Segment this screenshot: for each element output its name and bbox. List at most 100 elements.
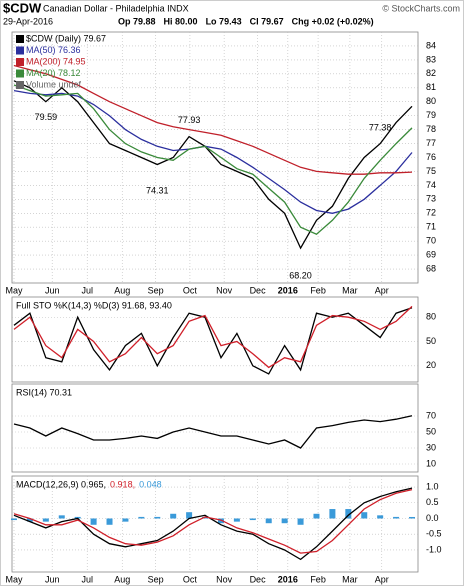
y-tick-label: 69 — [426, 249, 436, 259]
x-tick-label: Feb — [310, 285, 326, 295]
histogram-bar — [409, 516, 415, 519]
legend-entry: MA(200) 74.95 — [26, 56, 86, 66]
x-tick-label: Jun — [45, 285, 60, 295]
date: 29-Apr-2016 — [3, 16, 53, 26]
y-tick-label: 75 — [426, 166, 436, 176]
y-tick-label: 20 — [426, 360, 436, 370]
x-tick-label: Dec — [250, 285, 267, 295]
series-line — [13, 80, 413, 250]
credit: © StockCharts.com — [382, 3, 460, 13]
x-tick-label: Apr — [375, 285, 389, 295]
y-tick-label: 80 — [426, 96, 436, 106]
y-tick-label: 79 — [426, 110, 436, 120]
y-tick-label: 82 — [426, 68, 436, 78]
histogram-bar — [377, 515, 384, 519]
y-tick-label: 77 — [426, 138, 436, 148]
y-tick-label: 0.5 — [426, 497, 439, 507]
y-tick-label: 71 — [426, 222, 436, 232]
x-tick-label: Feb — [310, 574, 326, 584]
panel-frame — [11, 475, 419, 573]
x-tick-label: Aug — [114, 574, 130, 584]
x-tick-label: Apr — [375, 574, 389, 584]
y-tick-label: 50 — [426, 426, 436, 436]
y-tick-label: 68 — [426, 263, 436, 273]
annotation: 77.93 — [178, 115, 201, 125]
legend-entry: MACD(12,26,9) 0.965, — [16, 479, 106, 489]
x-tick-label: Sep — [148, 574, 164, 584]
y-tick-label: 70 — [426, 236, 436, 246]
histogram-bar — [281, 518, 288, 524]
histogram-bar — [297, 518, 304, 525]
series-line — [13, 305, 413, 369]
legend-swatch — [16, 69, 24, 78]
legend-entry: Full STO %K(14,3) %D(3) 91.68, 93.40 — [16, 300, 172, 310]
legend-entry: MA(50) 76.36 — [26, 45, 81, 55]
histogram-bar — [217, 518, 224, 524]
x-tick-label: Dec — [250, 574, 267, 584]
legend-swatch — [16, 58, 24, 66]
annotation: 79.59 — [35, 112, 58, 122]
quote-field: Cl 79.67 — [250, 16, 284, 26]
y-tick-label: 1.0 — [426, 481, 439, 491]
panel-frame — [11, 296, 419, 383]
legend-entry: $CDW (Daily) 79.67 — [26, 33, 106, 43]
annotation: 74.31 — [146, 185, 169, 195]
y-tick-label: 76 — [426, 152, 436, 162]
annotation: 68.20 — [289, 271, 312, 281]
y-tick-label: 84 — [426, 40, 436, 50]
y-tick-label: 72 — [426, 208, 436, 218]
histogram-bar — [186, 512, 193, 519]
x-tick-label: Nov — [216, 574, 233, 584]
x-tick-label: Sep — [148, 285, 164, 295]
y-tick-label: 83 — [426, 54, 436, 64]
y-tick-label: 80 — [426, 312, 436, 322]
legend-entry: MA(20) 78.12 — [26, 68, 81, 78]
quote-field: Hi 80.00 — [164, 16, 198, 26]
x-tick-label: Aug — [114, 285, 130, 295]
histogram-bar — [361, 512, 368, 519]
y-tick-label: -0.5 — [426, 529, 442, 539]
y-tick-label: 81 — [426, 82, 436, 92]
x-tick-label: May — [5, 574, 23, 584]
legend-swatch — [16, 46, 24, 55]
series-line — [13, 89, 413, 214]
histogram-bar — [42, 518, 49, 522]
histogram-bar — [90, 518, 97, 525]
y-tick-label: -1.0 — [426, 544, 442, 554]
y-tick-label: 78 — [426, 124, 436, 134]
histogram-bar — [170, 513, 177, 519]
histogram-bar — [329, 509, 336, 519]
histogram-bar — [393, 516, 400, 519]
symbol: $CDW — [3, 0, 42, 15]
series-line — [13, 488, 413, 554]
quote-field: Chg +0.02 (+0.02%) — [292, 16, 374, 26]
x-tick-label: Jul — [81, 574, 93, 584]
histogram-bar — [26, 518, 33, 522]
quote-field: Lo 79.43 — [206, 16, 242, 26]
histogram-bar — [138, 516, 145, 519]
x-tick-label: Mar — [342, 574, 358, 584]
histogram-bar — [58, 515, 65, 519]
x-tick-label: Jul — [81, 285, 93, 295]
histogram-bar — [265, 518, 272, 524]
histogram-bar — [249, 518, 256, 521]
y-tick-label: 0.0 — [426, 513, 439, 523]
histogram-bar — [345, 509, 352, 519]
x-tick-label: Nov — [216, 285, 233, 295]
legend-entry: RSI(14) 70.31 — [16, 387, 72, 397]
y-tick-label: 73 — [426, 194, 436, 204]
histogram-bar — [11, 518, 17, 521]
x-tick-label: 2016 — [278, 574, 298, 584]
y-tick-label: 50 — [426, 336, 436, 346]
y-tick-label: 70 — [426, 410, 436, 420]
legend-swatch — [16, 81, 24, 89]
x-tick-label: Oct — [183, 574, 198, 584]
panel-frame — [11, 383, 419, 473]
histogram-bar — [74, 516, 81, 519]
legend-entry: 0.048 — [139, 479, 162, 489]
histogram-bar — [313, 513, 320, 519]
legend-swatch — [16, 35, 24, 43]
series-line — [13, 307, 413, 375]
